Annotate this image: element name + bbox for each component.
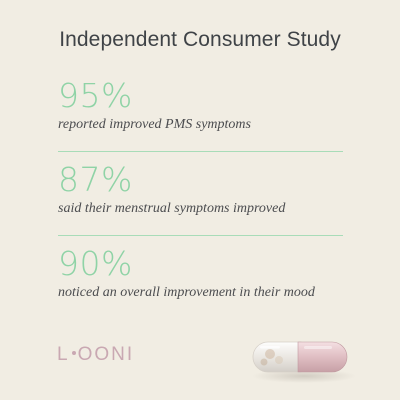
stat-caption: noticed an overall improvement in their … xyxy=(58,285,315,300)
capsule-highlight xyxy=(304,346,332,349)
stat-caption: reported improved PMS symptoms xyxy=(58,117,251,132)
capsule-powder xyxy=(265,349,275,359)
capsule-powder xyxy=(260,358,268,366)
capsule-shadow xyxy=(252,369,356,383)
page-title: Independent Consumer Study xyxy=(59,28,341,51)
capsule-highlight xyxy=(260,346,280,349)
brand-logo-right: OONI xyxy=(77,344,135,365)
divider xyxy=(58,235,343,236)
stat-caption: said their menstrual symptoms improved xyxy=(58,201,286,216)
stat-item: 87% said their menstrual symptoms improv… xyxy=(58,162,348,217)
divider xyxy=(58,151,343,152)
stat-item: 95% reported improved PMS symptoms xyxy=(58,78,348,133)
capsule-pink-half xyxy=(297,341,348,373)
brand-logo-dot xyxy=(71,350,76,355)
stat-value: 90% xyxy=(58,244,133,283)
stat-item: 90% noticed an overall improvement in th… xyxy=(58,246,348,301)
brand-logo: L OONI xyxy=(57,344,134,366)
stat-value: 87% xyxy=(58,160,133,199)
capsule-icon xyxy=(252,341,356,383)
capsule-powder xyxy=(275,356,283,364)
stat-value: 95% xyxy=(58,76,133,115)
brand-logo-left: L xyxy=(57,344,70,365)
